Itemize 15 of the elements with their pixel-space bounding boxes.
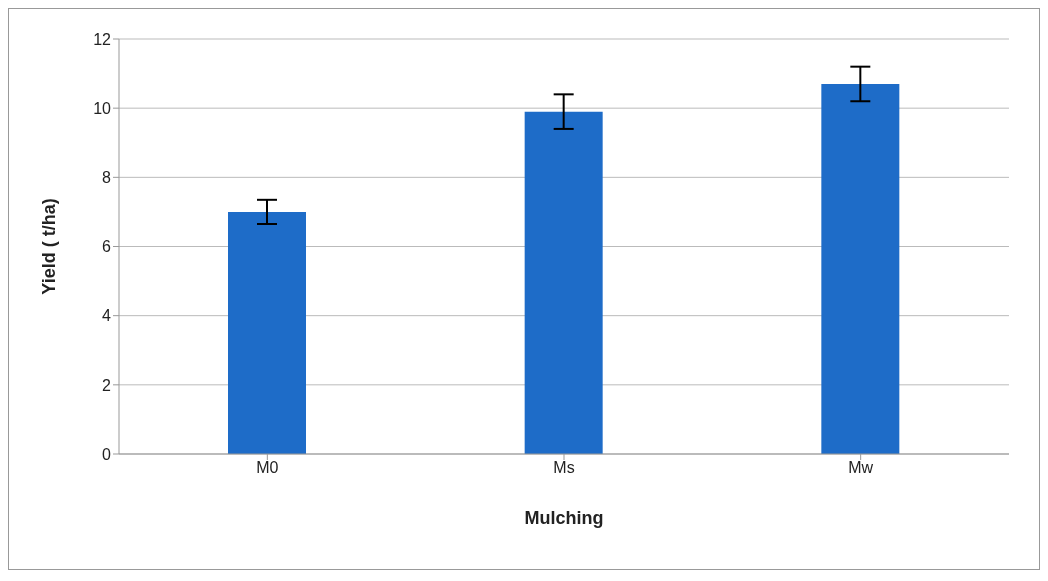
y-tick-label: 2 (102, 376, 112, 394)
x-tick-label: Mw (848, 459, 874, 477)
x-tick-label: Ms (553, 459, 575, 477)
y-tick-label: 8 (102, 169, 112, 187)
y-axis-title: Yield ( t/ha) (39, 198, 60, 295)
y-tick-label: 4 (102, 307, 112, 325)
y-tick-label: 0 (102, 445, 112, 463)
y-tick-label: 12 (93, 30, 112, 48)
y-tick-label: 10 (93, 99, 112, 117)
y-tick-label: 6 (102, 238, 112, 256)
bar (821, 83, 900, 454)
x-axis-title: Mulching (524, 508, 604, 528)
bar (228, 211, 306, 454)
bar (524, 111, 603, 454)
x-tick-label: M0 (256, 459, 279, 477)
